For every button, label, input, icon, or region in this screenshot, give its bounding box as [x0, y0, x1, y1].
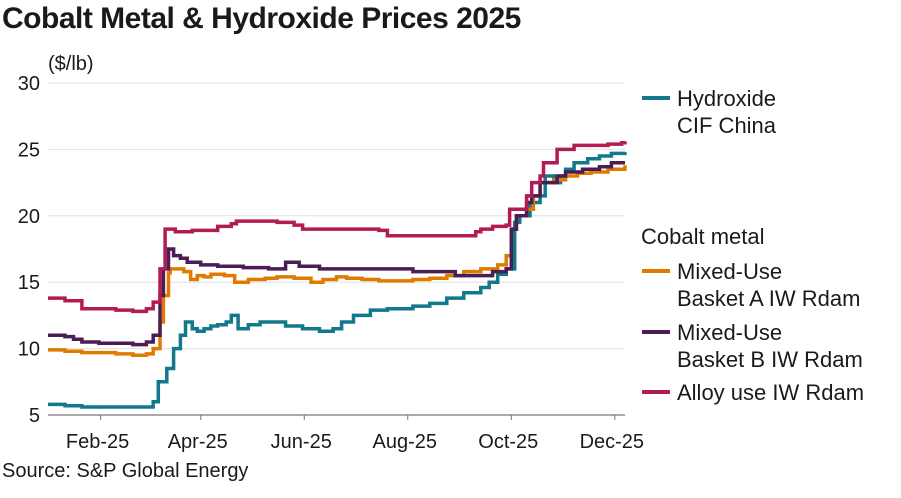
- legend-label-1: Hydroxide: [677, 86, 776, 111]
- legend-label-2: Mixed-Use: [677, 259, 782, 284]
- y-tick-label: 10: [18, 339, 40, 361]
- y-axis-ticks: 5 10 15 20 25 30: [18, 73, 40, 427]
- x-tick-label: Apr-25: [168, 431, 228, 453]
- x-tick-label: Jun-25: [271, 431, 332, 453]
- y-tick-label: 15: [18, 272, 40, 294]
- x-tick-label: Aug-25: [373, 431, 438, 453]
- series-line-1: [48, 151, 627, 409]
- series-line-3: [48, 160, 625, 347]
- x-tick-label: Feb-25: [66, 431, 129, 453]
- x-axis-ticks: Feb-25 Apr-25 Jun-25 Aug-25 Oct-25 Dec-25: [66, 415, 644, 453]
- series-lines: [48, 141, 627, 409]
- legend-label-3: Basket B IW Rdam: [677, 347, 863, 372]
- y-axis-unit-label: ($/lb): [48, 53, 94, 75]
- legend-label-3: Mixed-Use: [677, 320, 782, 345]
- chart-title: Cobalt Metal & Hydroxide Prices 2025: [2, 2, 521, 35]
- legend-label-2: Basket A IW Rdam: [677, 286, 860, 311]
- x-tick-label: Oct-25: [478, 431, 538, 453]
- legend-group-label: Cobalt metal: [641, 224, 765, 249]
- series-line-4: [48, 141, 627, 314]
- x-tick-label: Dec-25: [580, 431, 644, 453]
- y-tick-label: 20: [18, 206, 40, 228]
- source-note: Source: S&P Global Energy: [2, 460, 249, 482]
- legend-label-1: CIF China: [677, 113, 777, 138]
- y-tick-label: 30: [18, 73, 40, 95]
- legend-label-4: Alloy use IW Rdam: [677, 380, 864, 405]
- y-tick-label: 5: [29, 405, 40, 427]
- y-tick-label: 25: [18, 139, 40, 161]
